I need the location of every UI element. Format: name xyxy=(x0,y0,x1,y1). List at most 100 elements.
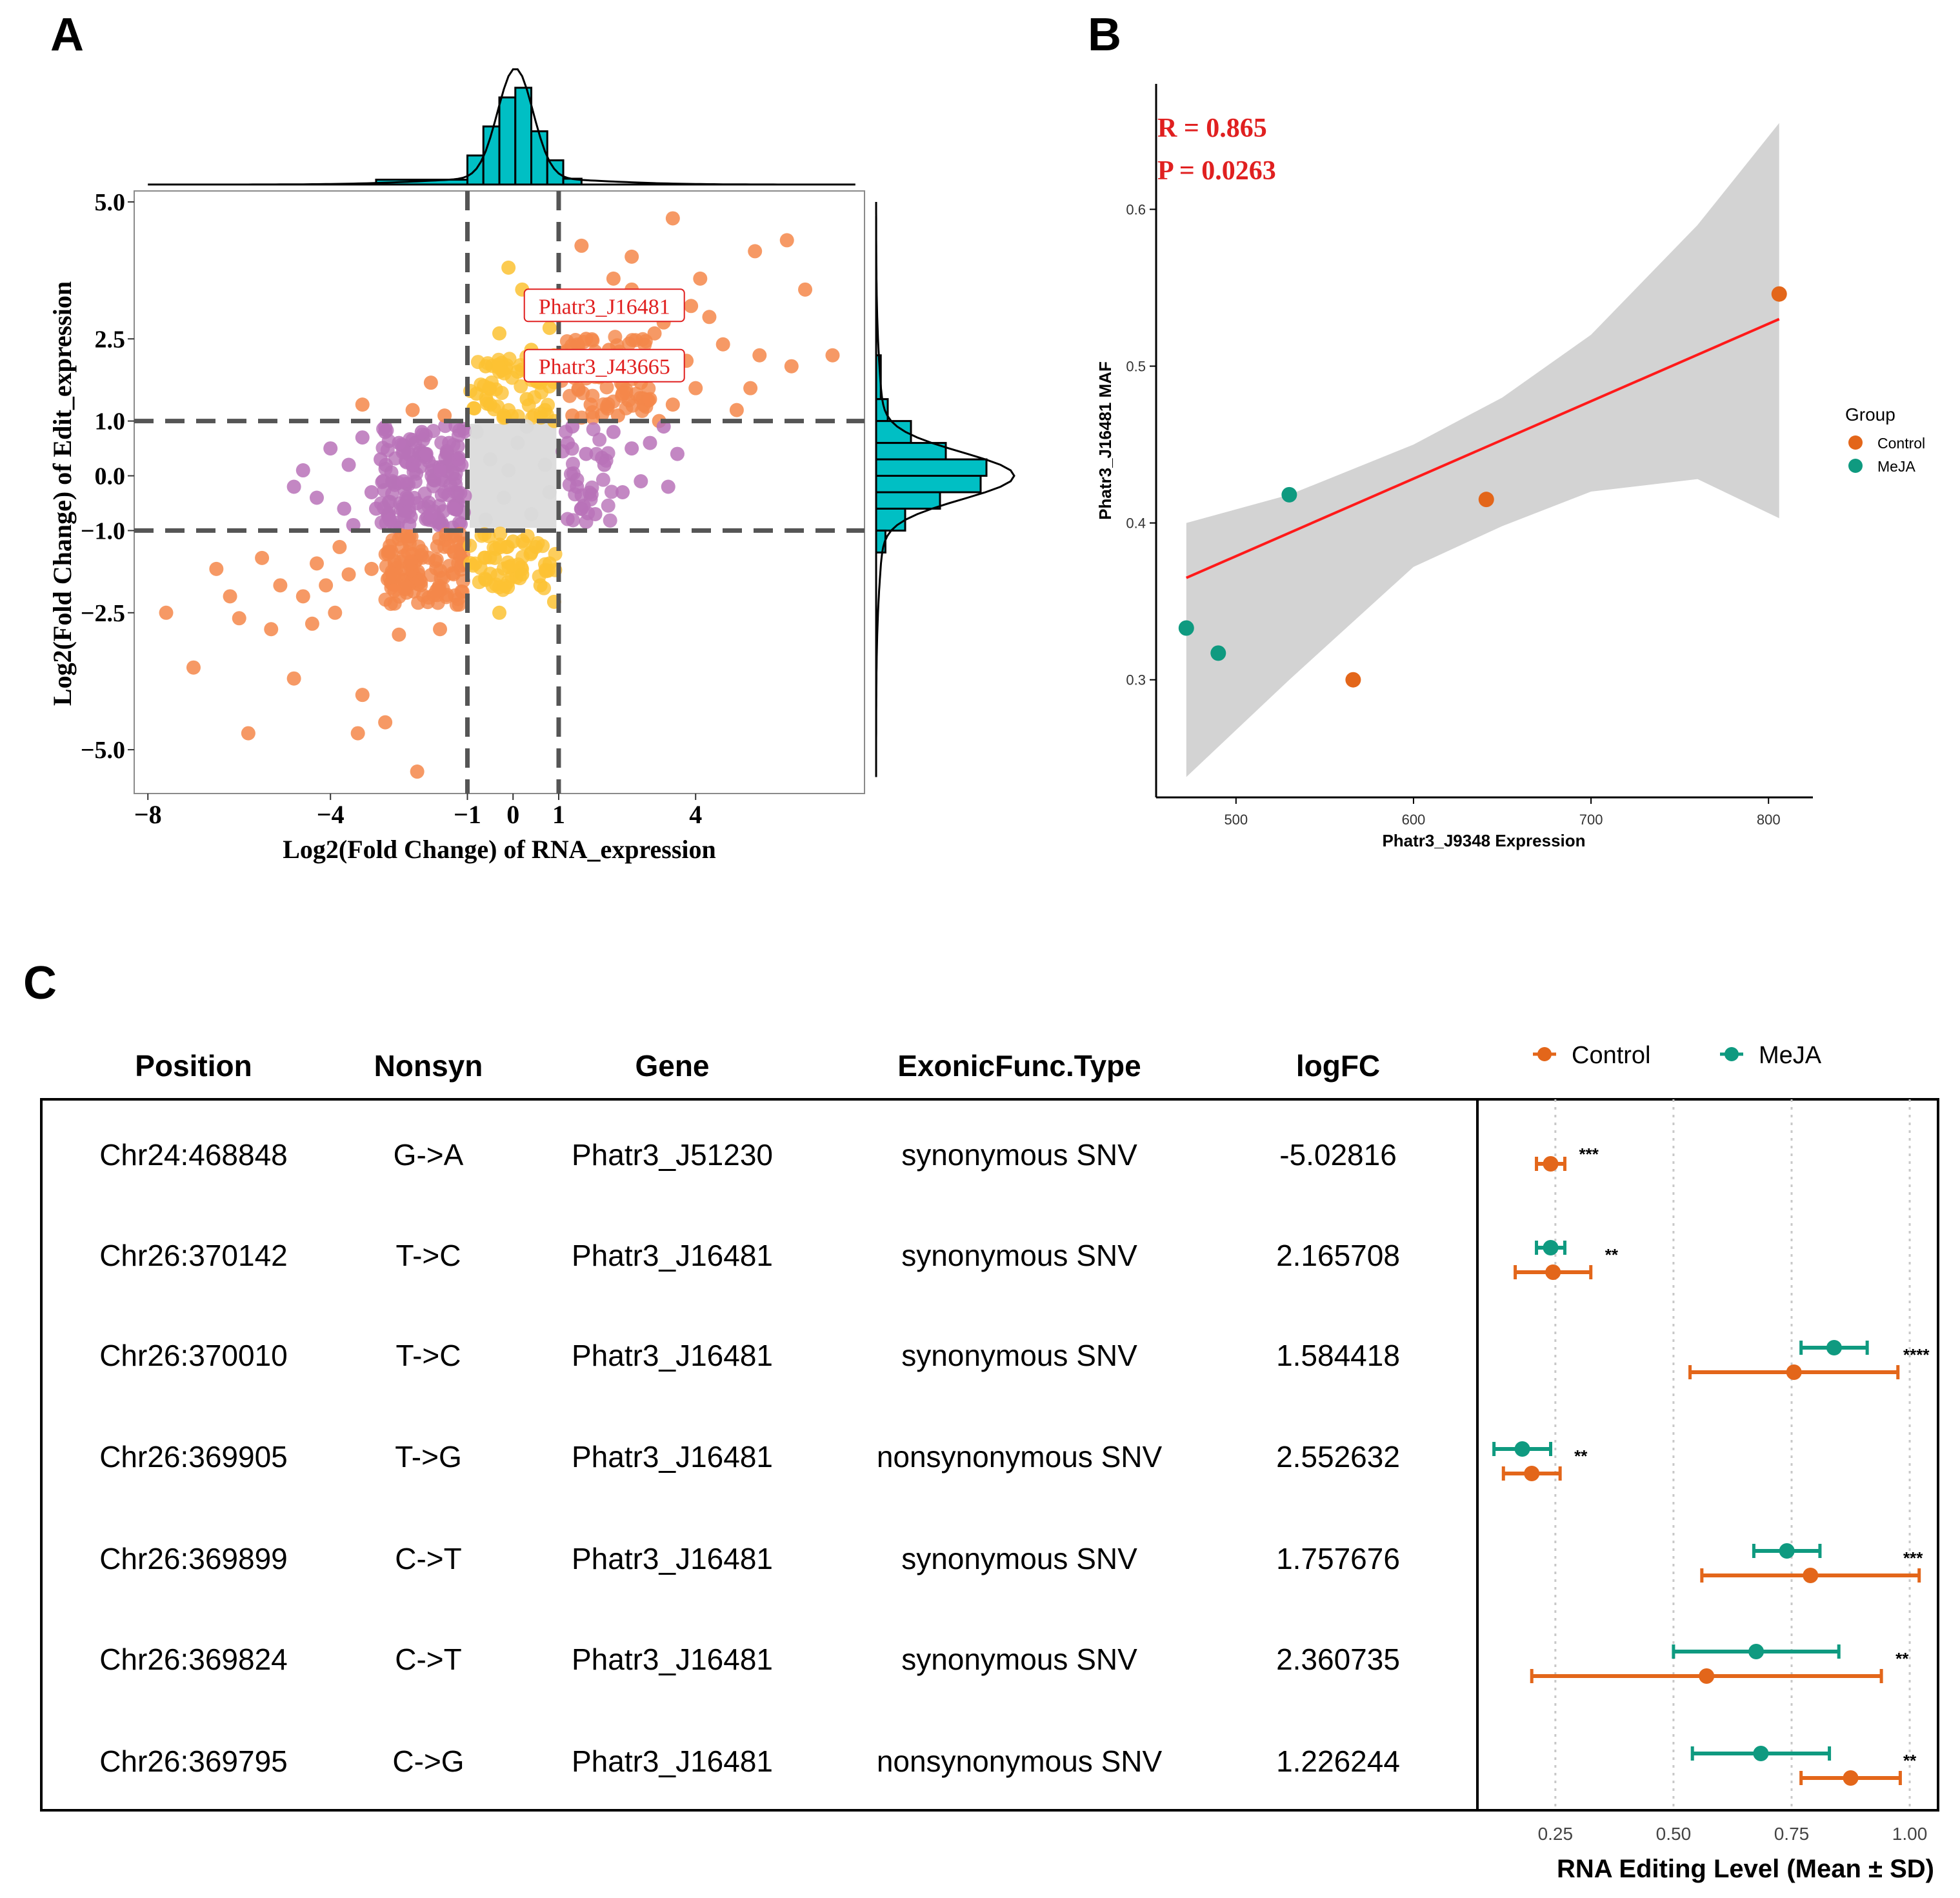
y-tick-label: 5.0 xyxy=(95,189,126,216)
point-both-sig xyxy=(414,548,428,563)
point-rna-only xyxy=(410,495,425,510)
b-y-axis-label: Phatr3_J16481 MAF xyxy=(1095,361,1115,520)
table-row: Chr26:369899 C->T Phatr3_J16481 synonymous … xyxy=(99,1542,1400,1575)
x-axis-label: Log2(Fold Change) of RNA_expression xyxy=(283,835,716,864)
y-tick-label: −5.0 xyxy=(81,737,125,764)
control-errorbar-mean xyxy=(1843,1770,1859,1786)
point-edit-only xyxy=(542,321,557,335)
table-cell: G->A xyxy=(394,1138,464,1172)
point-rna-only xyxy=(323,441,338,456)
legend-meja-label: MeJA xyxy=(1759,1042,1822,1069)
point-rna-only xyxy=(451,452,466,467)
point-both-sig xyxy=(223,589,237,604)
table-row: Chr26:369824 C->T Phatr3_J16481 synonymous … xyxy=(99,1643,1400,1676)
table-cell: synonymous SNV xyxy=(901,1339,1137,1372)
x-axis-ticks: −8 −4 −1 0 1 4 xyxy=(134,794,702,829)
point-both-sig xyxy=(401,532,415,547)
meja-errorbar xyxy=(1690,1746,1832,1761)
y-tick-label: −1.0 xyxy=(81,517,125,544)
point-both-sig xyxy=(364,561,379,576)
control-errorbar-mean xyxy=(1524,1466,1540,1481)
point-both-sig xyxy=(414,574,428,589)
point-both-sig xyxy=(385,566,400,581)
point-both-sig xyxy=(715,337,730,352)
b-y-tick-label: 0.5 xyxy=(1126,359,1146,375)
point-both-sig xyxy=(383,596,398,611)
column-header-exonic-type: ExonicFunc.Type xyxy=(897,1049,1141,1083)
forest-row: ** xyxy=(1492,1441,1588,1481)
point-both-sig xyxy=(328,605,343,620)
meja-errorbar-mean xyxy=(1748,1644,1765,1659)
table-cell: Phatr3_J51230 xyxy=(572,1138,773,1172)
table-cell: Chr24:468848 xyxy=(99,1138,288,1172)
x-tick-label: 4 xyxy=(689,800,702,829)
point-not-sig xyxy=(524,506,539,521)
forest-gridlines xyxy=(1554,1099,1911,1810)
table-cell: nonsynonymous SNV xyxy=(877,1440,1163,1473)
point-rna-only xyxy=(588,506,603,521)
table-cell: Phatr3_J16481 xyxy=(572,1643,773,1676)
point-both-sig xyxy=(798,282,813,297)
point-not-sig xyxy=(542,485,557,499)
point-rna-only xyxy=(383,512,397,527)
point-edit-only xyxy=(494,386,509,401)
significance-label: *** xyxy=(1579,1144,1599,1164)
control-errorbar-mean xyxy=(1545,1264,1561,1280)
point-rna-only xyxy=(561,435,575,450)
point-rna-only xyxy=(355,430,370,445)
point-not-sig xyxy=(501,463,516,478)
point-edit-only xyxy=(487,550,502,565)
regression-line xyxy=(1185,317,1780,579)
b-x-tick-label: 800 xyxy=(1757,812,1781,828)
point-both-sig xyxy=(693,271,708,286)
point-edit-only xyxy=(510,365,525,379)
forest-x-tick-label: 0.25 xyxy=(1538,1824,1574,1844)
point-rna-only xyxy=(414,425,429,439)
b-x-tick-label: 700 xyxy=(1579,812,1603,828)
point-edit-only xyxy=(478,572,493,587)
table-cell: T->C xyxy=(396,1239,461,1272)
forest-x-tick-label: 1.00 xyxy=(1892,1824,1928,1844)
meja-errorbar-mean xyxy=(1779,1543,1795,1559)
point-both-sig xyxy=(579,332,594,346)
b-point-meja xyxy=(1281,486,1297,503)
b-y-ticks: 0.3 0.4 0.5 0.6 xyxy=(1126,201,1156,688)
point-both-sig xyxy=(310,556,324,571)
forest-x-axis-label: RNA Editing Level (Mean ± SD) xyxy=(1557,1855,1934,1883)
confidence-ribbon xyxy=(1186,123,1779,777)
control-errorbar-mean xyxy=(1699,1668,1715,1684)
control-errorbar xyxy=(1514,1264,1593,1280)
significance-label: **** xyxy=(1903,1345,1930,1364)
meja-errorbar-mean xyxy=(1514,1441,1530,1457)
table-header: Position Nonsyn Gene ExonicFunc.Type log… xyxy=(135,1049,1380,1083)
point-both-sig xyxy=(606,271,621,286)
control-errorbar xyxy=(1530,1668,1883,1684)
point-both-sig xyxy=(241,726,255,741)
legend-title: Group xyxy=(1845,405,1895,425)
point-rna-only xyxy=(606,425,621,439)
point-rna-only xyxy=(341,457,356,472)
b-y-tick-label: 0.4 xyxy=(1126,515,1146,532)
top-hist-bin xyxy=(530,130,548,186)
point-rna-only xyxy=(446,501,461,516)
point-both-sig xyxy=(378,715,393,730)
point-rna-only xyxy=(396,474,411,489)
point-both-sig xyxy=(319,578,334,593)
point-both-sig xyxy=(615,386,630,401)
table-cell: 2.360735 xyxy=(1276,1643,1400,1676)
column-header-logfc: logFC xyxy=(1296,1049,1380,1083)
point-rna-only xyxy=(601,498,615,513)
forest-row: *** xyxy=(1535,1144,1599,1172)
point-both-sig xyxy=(186,660,201,675)
point-both-sig xyxy=(410,764,425,779)
point-edit-only xyxy=(493,526,508,541)
point-edit-only xyxy=(537,403,552,417)
point-both-sig xyxy=(574,238,589,253)
meja-errorbar xyxy=(1535,1240,1566,1255)
point-both-sig xyxy=(608,330,623,345)
point-rna-only xyxy=(643,435,657,450)
b-x-ticks: 500 600 700 800 xyxy=(1224,797,1781,828)
point-not-sig xyxy=(483,452,497,467)
table-cell: Chr26:370010 xyxy=(99,1339,288,1372)
